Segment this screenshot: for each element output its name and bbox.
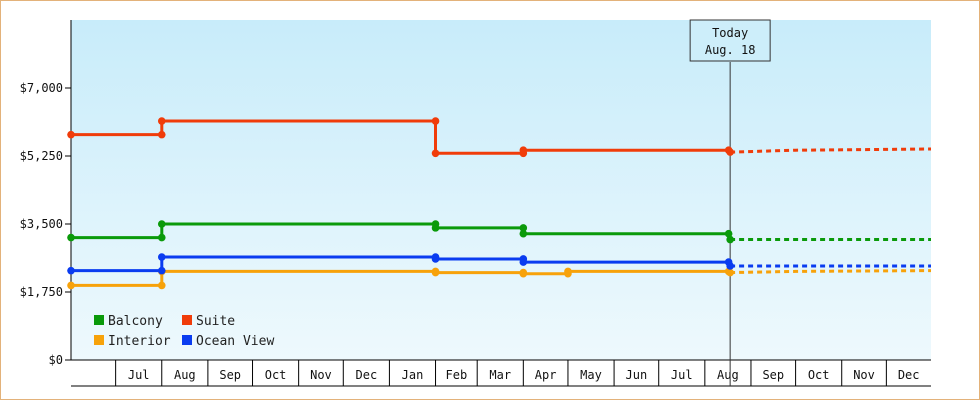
point-interior [564,267,572,276]
point-balcony [157,220,166,228]
series-lines [67,117,932,290]
point-balcony [157,233,166,242]
point-balcony [67,233,75,242]
point-ocean-view [157,266,166,275]
x-tick-label: Nov [853,368,875,382]
legend-swatch [94,315,104,325]
point-interior [157,281,166,290]
x-tick-label: Jul [671,368,693,382]
point-suite [431,149,440,158]
y-tick-label: $5,250 [20,149,63,163]
point-interior [726,268,734,277]
x-tick-label: Feb [446,368,468,382]
point-ocean-view [67,266,75,275]
point-interior [431,268,440,277]
point-ocean-view [519,258,528,266]
point-suite [726,148,734,156]
x-tick-label: Aug [174,368,196,382]
x-tick-label: Sep [219,368,241,382]
legend-swatch [182,335,192,345]
x-tick-label: May [580,368,602,382]
y-axis: $0 $1,750 $3,500 $5,250 $7,000 [20,20,72,367]
point-balcony [519,229,528,238]
point-balcony [519,224,528,232]
y-tick-label: $0 [49,353,63,367]
point-suite [67,130,75,139]
point-ocean-view [726,262,734,270]
legend-label: Balcony [108,314,163,329]
y-tick-label: $1,750 [20,285,63,299]
x-tick-label: Jan [402,368,424,382]
point-suite [431,117,440,125]
point-balcony [724,229,733,238]
x-tick-label: Oct [808,368,830,382]
x-tick-label: Aug [717,368,739,382]
point-interior [519,269,528,278]
x-tick-label: Jul [128,368,150,382]
point-suite [157,117,166,125]
legend: Balcony Suite Interior Ocean View [94,314,274,349]
x-tick-label: Dec [898,368,920,382]
point-suite [519,146,528,154]
x-tick-label: Oct [265,368,287,382]
legend-swatch [182,315,192,325]
point-balcony [431,224,440,232]
x-tick-label: Nov [310,368,332,382]
x-tick-label: Mar [489,368,511,382]
today-date-label: Aug. 18 [705,43,756,57]
plot-background [71,20,931,360]
x-axis: Jul Aug Sep Oct Nov Dec Jan Feb Mar Apr May Jun Jul A… [71,359,931,387]
y-tick-label: $7,000 [20,81,63,95]
y-tick-label: $3,500 [20,217,63,231]
legend-label: Interior [108,334,171,349]
x-tick-label: Apr [535,368,557,382]
x-tick-label: Sep [762,368,784,382]
today-marker: Today Aug. 18 [689,19,771,386]
legend-label: Suite [196,314,235,329]
today-box [689,19,771,62]
series-forecast-interior [730,269,932,275]
point-ocean-view [157,253,166,261]
point-ocean-view [431,255,440,263]
point-interior [67,281,75,290]
legend-label: Ocean View [196,334,274,349]
point-suite [157,130,166,139]
series-forecast-suite [730,147,932,154]
x-tick-label: Dec [356,368,378,382]
x-tick-label: Jun [626,368,648,382]
legend-swatch [94,335,104,345]
today-label: Today [712,26,748,40]
point-balcony [726,235,734,244]
